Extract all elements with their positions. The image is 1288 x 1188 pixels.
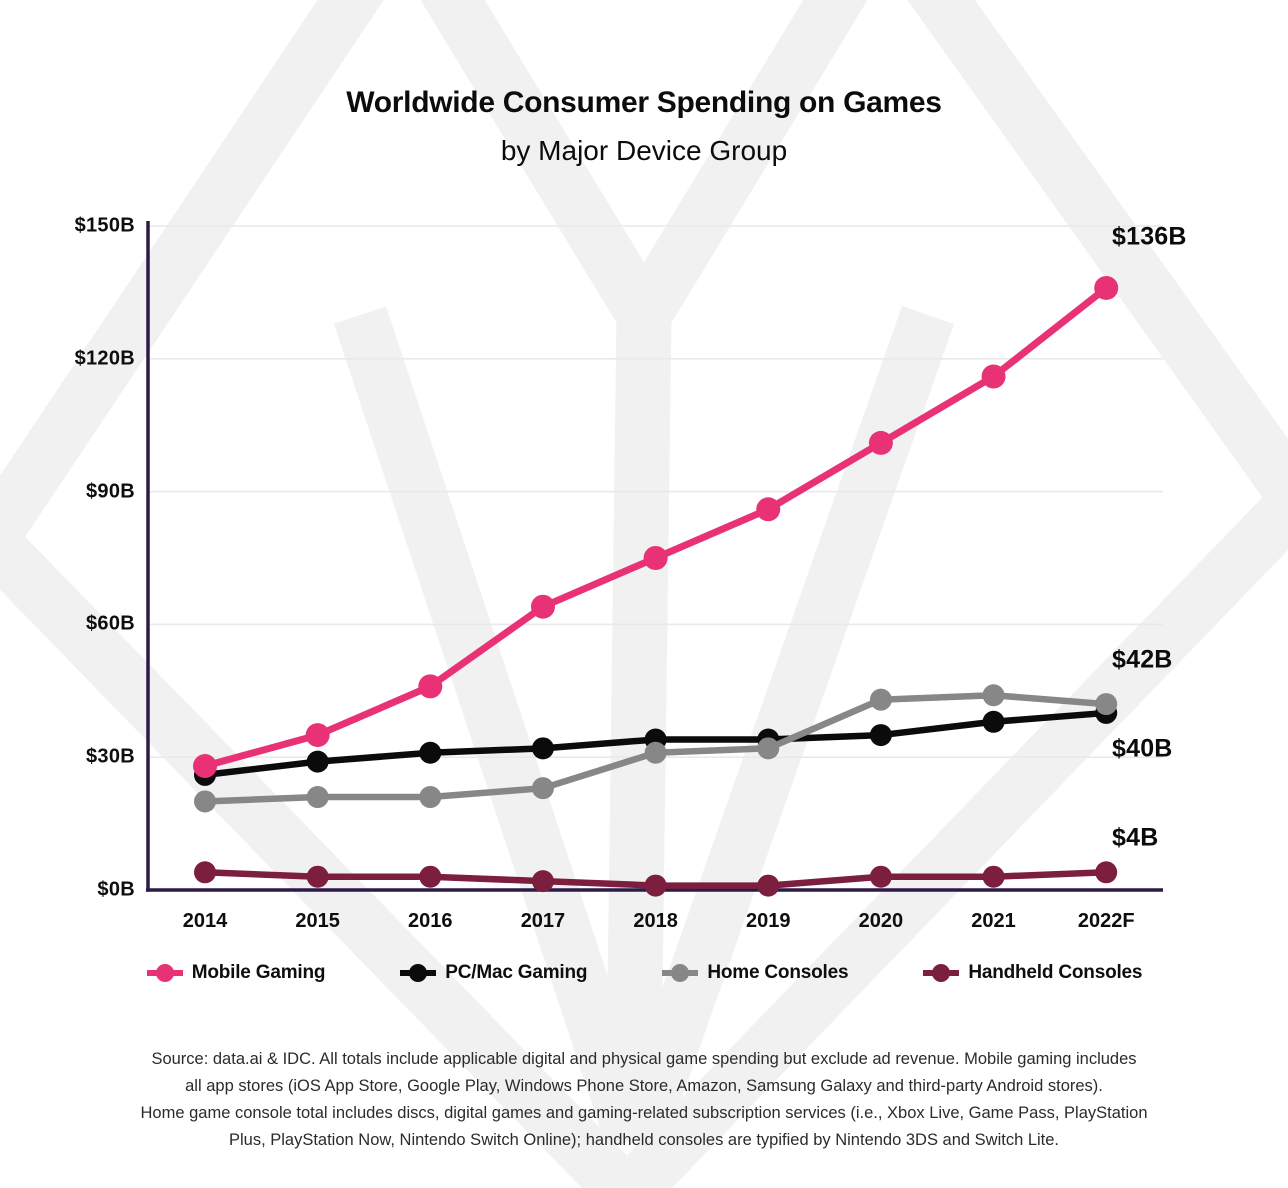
legend-marker-icon [923,964,960,982]
y-tick-label: $90B [85,480,135,503]
watermark-gem-icon [605,314,672,1141]
value-annotation-mobile-gaming: $136B [1112,222,1187,251]
value-annotation-home-consoles: $42B [1112,645,1173,674]
y-tick-label: $30B [85,745,135,768]
x-tick-label: 2015 [295,910,340,932]
legend-item-pc-mac-gaming: PC/Mac Gaming [399,962,588,984]
x-tick-label: 2014 [182,910,228,932]
data-point-mobile-gaming-2015 [305,723,330,748]
data-point-handheld-consoles-2015 [306,865,329,888]
data-point-home-consoles-2021 [982,684,1005,707]
data-point-home-consoles-2014 [194,790,216,813]
source-note-line: Plus, PlayStation Now, Nintendo Switch O… [228,1131,1060,1149]
source-note: Source: data.ai & IDC. All totals includ… [124,1046,1164,1154]
legend-label: Home Consoles [707,962,849,983]
watermark-gem-icon [607,480,1288,1188]
page-subtitle: by Major Device Group [500,135,788,166]
data-point-pc-mac-gaming-2015 [306,750,329,773]
data-point-handheld-consoles-2016 [419,865,442,888]
legend-item-mobile-gaming: Mobile Gaming [146,962,326,984]
page-title: Worldwide Consumer Spending on Games [346,86,942,119]
y-tick-label: $150B [74,214,135,237]
data-point-mobile-gaming-2022F [1094,275,1119,300]
data-point-mobile-gaming-2014 [193,754,217,779]
legend-item-handheld-consoles: Handheld Consoles [922,962,1142,984]
x-tick-label: 2021 [971,910,1016,932]
legend-marker-icon [400,964,437,982]
data-point-pc-mac-gaming-2020 [869,724,892,747]
data-point-home-consoles-2017 [531,777,554,800]
data-point-handheld-consoles-2019 [757,874,780,897]
data-point-handheld-consoles-2018 [644,874,667,897]
data-point-handheld-consoles-2020 [869,865,892,888]
data-point-home-consoles-2019 [757,737,780,760]
data-point-home-consoles-2015 [306,786,329,809]
watermark-gem-icon [0,0,384,556]
data-point-handheld-consoles-2021 [982,865,1005,888]
watermark-gem-icon [0,520,647,1188]
data-point-mobile-gaming-2021 [981,364,1006,389]
data-point-pc-mac-gaming-2021 [982,710,1005,733]
data-point-home-consoles-2018 [644,741,667,764]
legend-label: Mobile Gaming [191,962,326,983]
data-point-pc-mac-gaming-2017 [531,737,554,760]
x-tick-label: 2016 [408,910,453,932]
x-tick-label: 2017 [520,910,566,932]
chart-legend: Mobile Gaming PC/Mac Gaming Home Consoles H… [0,962,1288,984]
y-tick-label: $120B [74,347,135,370]
legend-label: Handheld Consoles [968,962,1143,983]
legend-marker-icon [146,964,183,982]
legend-marker-icon [662,964,699,982]
source-note-line: all app stores (iOS App Store, Google Pl… [185,1077,1103,1095]
data-point-mobile-gaming-2020 [868,430,893,455]
data-point-mobile-gaming-2017 [530,594,555,619]
y-tick-label: $60B [85,612,135,635]
data-point-handheld-consoles-2022F [1095,861,1118,884]
legend-item-home-consoles: Home Consoles [661,962,849,984]
watermark-gem-icon [333,306,660,1149]
x-tick-label: 2019 [746,910,791,932]
source-note-line: Source: data.ai & IDC. All totals includ… [151,1050,1137,1068]
source-note-line: Home game console total includes discs, … [140,1104,1148,1122]
data-point-home-consoles-2016 [419,786,442,809]
data-point-home-consoles-2020 [869,688,892,711]
data-point-handheld-consoles-2017 [531,870,554,893]
x-tick-label: 2020 [858,910,904,932]
data-point-home-consoles-2022F [1095,693,1118,716]
data-point-mobile-gaming-2018 [643,546,668,570]
legend-label: PC/Mac Gaming [445,962,588,983]
watermark-gem-icon [907,0,1288,516]
y-tick-label: $0B [97,878,135,901]
data-point-pc-mac-gaming-2016 [419,741,442,764]
value-annotation-pc-mac-gaming: $40B [1112,734,1173,763]
x-tick-label: 2018 [633,910,678,932]
x-tick-label: 2022F [1077,910,1135,932]
data-point-mobile-gaming-2019 [756,497,781,522]
value-annotation-handheld-consoles: $4B [1112,823,1159,852]
data-point-mobile-gaming-2016 [418,674,443,699]
data-point-handheld-consoles-2014 [194,861,216,884]
